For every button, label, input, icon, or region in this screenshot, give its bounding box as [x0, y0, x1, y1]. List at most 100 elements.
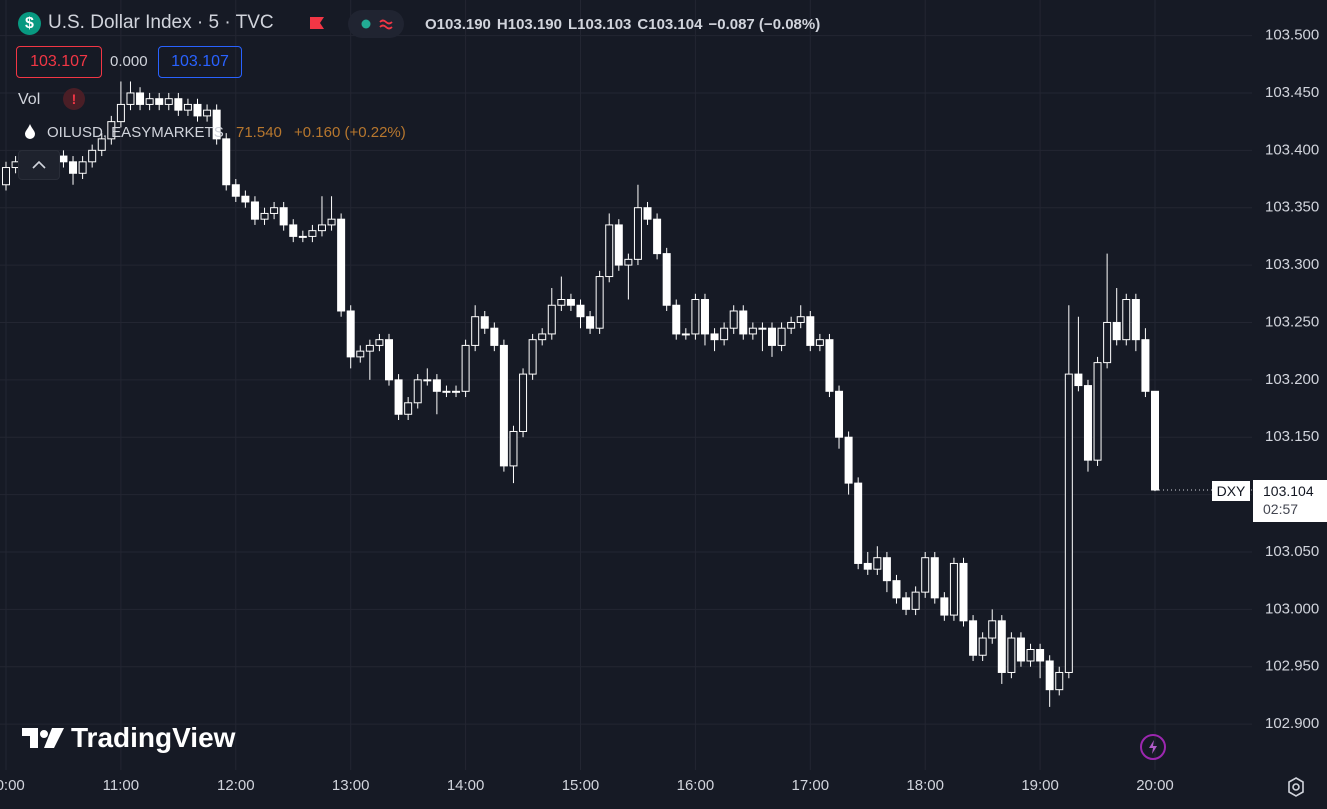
- candle-body: [145, 98, 154, 105]
- candle-body: [298, 235, 307, 238]
- buy-button[interactable]: 103.107: [158, 46, 242, 78]
- compare-symbol[interactable]: OILUSD, EASYMARKETS: [47, 124, 224, 141]
- warning-icon[interactable]: !: [63, 88, 85, 110]
- candle-body: [174, 98, 183, 111]
- candle-body: [528, 339, 537, 375]
- ohlc-label: O: [425, 16, 437, 33]
- candle-body: [183, 103, 192, 111]
- alert-button[interactable]: [1140, 734, 1166, 760]
- candle-body: [107, 121, 116, 140]
- candle-body: [1026, 649, 1035, 662]
- last-price-symbol: DXY: [1212, 481, 1250, 501]
- candle-body: [116, 103, 125, 123]
- candle-body: [289, 224, 298, 237]
- candle-body: [1112, 321, 1121, 341]
- collapse-icon: [32, 160, 46, 169]
- ohlc-value: 103.190: [507, 16, 562, 33]
- candle-body: [509, 430, 518, 467]
- candle-body: [375, 339, 384, 346]
- candle-body: [614, 224, 623, 266]
- candle-body: [921, 557, 930, 593]
- candle-body: [538, 333, 547, 341]
- candle-body: [126, 92, 135, 105]
- flag-icon[interactable]: [308, 15, 326, 33]
- candle-body: [346, 310, 355, 358]
- candle-body: [1074, 373, 1083, 387]
- candle-body: [595, 276, 604, 329]
- candle-body: [777, 327, 786, 346]
- candle-body: [691, 299, 700, 335]
- x-tick-label: 11:00: [103, 777, 139, 794]
- candle-body: [241, 195, 250, 203]
- y-tick-label: 103.500: [1265, 27, 1319, 44]
- countdown: 02:57: [1263, 501, 1299, 517]
- x-tick-label: 19:00: [1021, 777, 1059, 794]
- candle-body: [796, 316, 805, 323]
- candle-body: [825, 339, 834, 392]
- compare-change: +0.160 (+0.22%): [294, 124, 406, 141]
- candle-body: [902, 597, 911, 610]
- candle-body: [911, 591, 920, 610]
- candle-body: [78, 161, 87, 174]
- x-tick-label: 20:00: [1136, 777, 1174, 794]
- x-tick-label: 14:00: [447, 777, 485, 794]
- x-tick-label: 17:00: [792, 777, 830, 794]
- x-tick-label: 15:00: [562, 777, 600, 794]
- candle-body: [164, 98, 173, 105]
- candle-body: [260, 212, 269, 220]
- candle-body: [222, 138, 231, 186]
- candle-body: [404, 402, 413, 415]
- candle-body: [155, 98, 164, 105]
- candle-body: [308, 230, 317, 237]
- candle-body: [997, 620, 1006, 673]
- status-pill[interactable]: [348, 10, 404, 38]
- y-tick-label: 102.900: [1265, 715, 1319, 732]
- candle-body: [557, 299, 566, 306]
- candle-body: [739, 310, 748, 335]
- candle-body: [720, 327, 729, 341]
- settings-button[interactable]: [1285, 776, 1307, 798]
- ohlc-label: L: [567, 16, 578, 33]
- y-tick-label: 103.400: [1265, 141, 1319, 158]
- y-tick-label: 103.050: [1265, 543, 1319, 560]
- last-price-badge: 103.104 02:57: [1253, 480, 1327, 522]
- candle-body: [88, 149, 97, 163]
- candle-body: [1103, 321, 1112, 364]
- candle-body: [624, 258, 633, 266]
- y-tick-label: 103.350: [1265, 199, 1319, 216]
- compare-value: 71.540: [236, 124, 282, 141]
- candle-body: [768, 327, 776, 346]
- candle-body: [394, 379, 403, 415]
- y-tick-label: 102.950: [1265, 658, 1319, 675]
- ohlc-legend: O103.190 H103.190 L103.103 C103.104 −0.087 (…: [425, 16, 820, 33]
- candle-body: [432, 379, 441, 392]
- status-icons: [361, 19, 393, 30]
- volume-label[interactable]: Vol: [18, 91, 41, 108]
- ohlc-label: H: [496, 16, 508, 33]
- candle-body: [480, 316, 489, 329]
- last-price-value: 103.104: [1263, 483, 1314, 499]
- symbol-title[interactable]: U.S. Dollar Index · 5 · TVC: [48, 12, 274, 33]
- candle-body: [1007, 637, 1016, 673]
- ohlc-value: 103.103: [577, 16, 632, 33]
- candle-body: [710, 333, 719, 341]
- x-tick-label: 18:00: [906, 777, 944, 794]
- candle-body: [327, 218, 336, 226]
- candle-body: [959, 562, 968, 622]
- candle-body: [317, 224, 326, 232]
- candle-body: [250, 201, 259, 220]
- candle-body: [605, 224, 614, 278]
- candle-body: [1055, 671, 1064, 691]
- collapse-button[interactable]: [18, 150, 60, 180]
- candle-body: [1122, 299, 1131, 341]
- sell-button[interactable]: 103.107: [16, 46, 102, 78]
- candle-body: [471, 316, 480, 346]
- candle-body: [844, 436, 853, 484]
- candle-body: [758, 327, 767, 330]
- candle-body: [1036, 649, 1045, 662]
- candle-body: [270, 207, 279, 214]
- candle-body: [940, 597, 949, 616]
- alert-icon: [1149, 740, 1157, 754]
- symbol-icon: $: [18, 12, 41, 35]
